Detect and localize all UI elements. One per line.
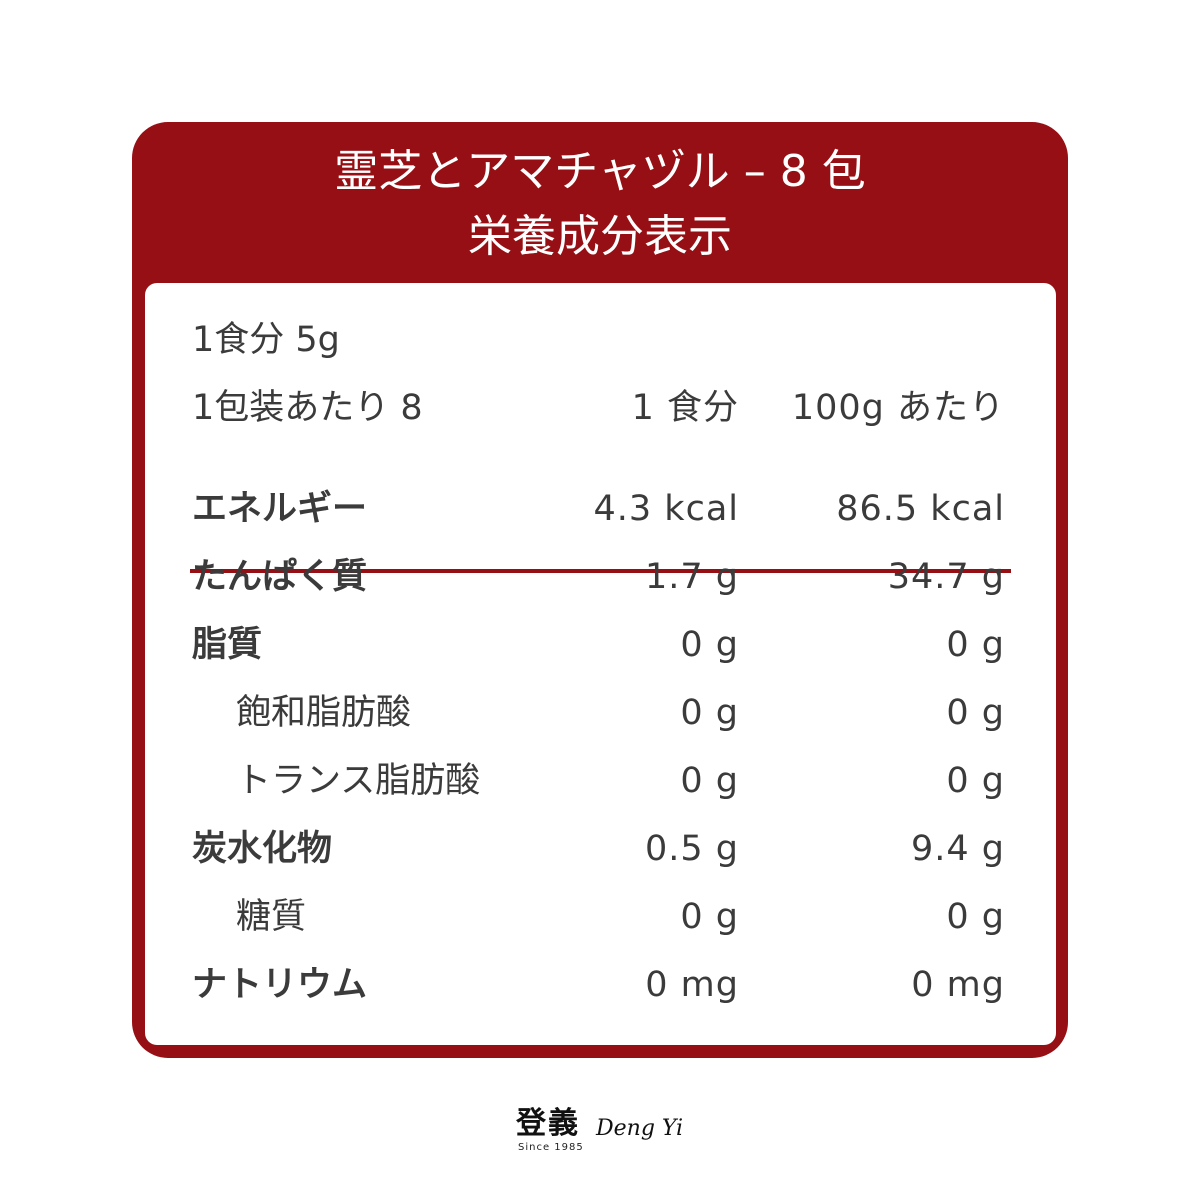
serving-size-row: 1食分 5g — [192, 310, 1007, 370]
per-100g-value: 0 g — [946, 693, 1005, 733]
nutrient-row: 脂質 0 g 0 g — [192, 615, 1007, 675]
nutrient-label: 炭水化物 — [192, 829, 333, 869]
label-title: 栄養成分表示 — [468, 211, 732, 262]
nutrition-table: 1食分 5g 1包装あたり 8 1 食分 100g あたり エネルギー 4.3 k… — [145, 283, 1056, 1045]
nutrient-row: エネルギー 4.3 kcal 86.5 kcal — [192, 479, 1007, 539]
nutrient-row: トランス脂肪酸 0 g 0 g — [192, 751, 1007, 811]
nutrient-label: 脂質 — [192, 625, 263, 665]
per-serving-value: 0 g — [680, 761, 739, 801]
divider — [190, 569, 1011, 573]
per-100g-value: 0 mg — [911, 965, 1005, 1005]
nutrient-label: 飽和脂肪酸 — [236, 693, 412, 733]
serving-size: 1食分 5g — [192, 320, 340, 360]
nutrient-label: 糖質 — [236, 897, 307, 937]
servings-per-package: 1包装あたり 8 — [192, 388, 423, 428]
per-100g-value: 0 g — [946, 897, 1005, 937]
col-per-serving-header: 1 食分 — [631, 388, 739, 428]
per-serving-value: 0 g — [680, 625, 739, 665]
nutrient-row: 糖質 0 g 0 g — [192, 887, 1007, 947]
per-serving-value: 0 mg — [645, 965, 739, 1005]
per-100g-value: 9.4 g — [910, 829, 1005, 869]
per-100g-value: 34.7 g — [887, 557, 1005, 597]
nutrient-row: ナトリウム 0 mg 0 mg — [192, 955, 1007, 1015]
product-title: 霊芝とアマチャヅル – 8 包 — [334, 146, 866, 197]
per-serving-value: 1.7 g — [644, 557, 739, 597]
per-100g-value: 0 g — [946, 761, 1005, 801]
nutrient-row: たんぱく質 1.7 g 34.7 g — [192, 547, 1007, 607]
nutrient-label: エネルギー — [192, 489, 368, 529]
per-serving-value: 4.3 kcal — [593, 489, 739, 529]
nutrient-label: たんぱく質 — [192, 557, 368, 597]
col-per-100g-header: 100g あたり — [791, 388, 1005, 428]
brand-logo: 登義 Since 1985 Deng Yi — [512, 1098, 692, 1168]
per-serving-value: 0 g — [680, 693, 739, 733]
column-header-row: 1包装あたり 8 1 食分 100g あたり — [192, 378, 1007, 438]
nutrient-row: 飽和脂肪酸 0 g 0 g — [192, 683, 1007, 743]
nutrition-card: 霊芝とアマチャヅル – 8 包 栄養成分表示 1食分 5g 1包装あたり 8 1… — [132, 122, 1068, 1058]
logo-chinese: 登義 — [516, 1106, 580, 1141]
nutrient-label: トランス脂肪酸 — [236, 761, 481, 801]
per-100g-value: 0 g — [946, 625, 1005, 665]
logo-since: Since 1985 — [518, 1142, 584, 1153]
per-serving-value: 0.5 g — [644, 829, 739, 869]
logo-english: Deng Yi — [596, 1116, 684, 1141]
nutrient-label: ナトリウム — [192, 965, 368, 1005]
per-100g-value: 86.5 kcal — [836, 489, 1005, 529]
nutrient-row: 炭水化物 0.5 g 9.4 g — [192, 819, 1007, 879]
per-serving-value: 0 g — [680, 897, 739, 937]
